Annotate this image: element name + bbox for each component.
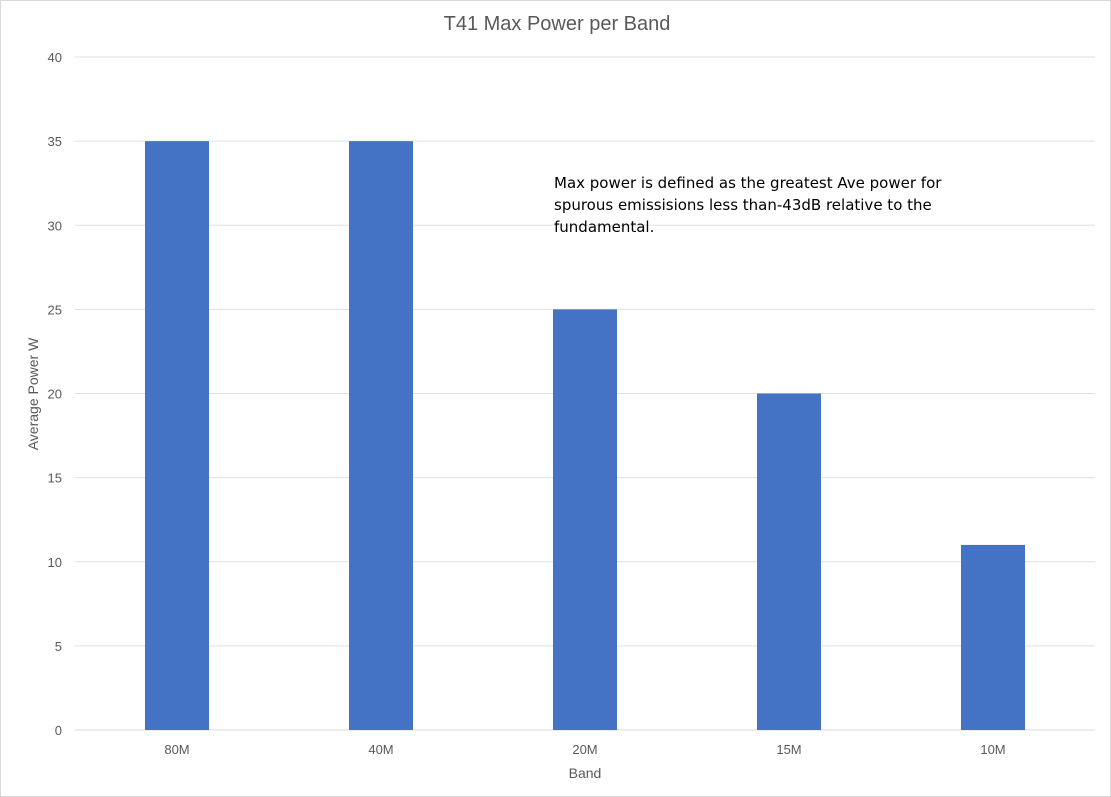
- bar-80m: [145, 141, 209, 730]
- x-tick-label: 15M: [776, 742, 801, 757]
- y-axis-ticks: 0 5 10 15 20 25 30 35 40: [48, 50, 62, 738]
- bar-15m: [757, 393, 821, 730]
- x-axis-label: Band: [569, 765, 602, 781]
- y-tick-label: 5: [55, 639, 62, 654]
- bar-10m: [961, 544, 1025, 730]
- y-tick-label: 15: [48, 471, 62, 486]
- chart-annotation: Max power is defined as the greatest Ave…: [554, 174, 942, 236]
- chart-title: T41 Max Power per Band: [444, 13, 671, 35]
- bar-20m: [553, 309, 617, 730]
- y-tick-label: 40: [48, 50, 62, 65]
- y-tick-label: 20: [48, 387, 62, 402]
- y-tick-label: 0: [55, 723, 62, 738]
- bar-40m: [349, 141, 413, 730]
- bars: [145, 141, 1025, 730]
- x-tick-label: 10M: [980, 742, 1005, 757]
- y-tick-label: 10: [48, 555, 62, 570]
- x-tick-label: 80M: [164, 742, 189, 757]
- x-axis-ticks: 80M 40M 20M 15M 10M: [164, 742, 1005, 757]
- y-tick-label: 35: [48, 134, 62, 149]
- y-axis-label: Average Power W: [25, 337, 41, 450]
- x-tick-label: 20M: [572, 742, 597, 757]
- x-tick-label: 40M: [368, 742, 393, 757]
- y-tick-label: 30: [48, 218, 62, 233]
- y-tick-label: 25: [48, 302, 62, 317]
